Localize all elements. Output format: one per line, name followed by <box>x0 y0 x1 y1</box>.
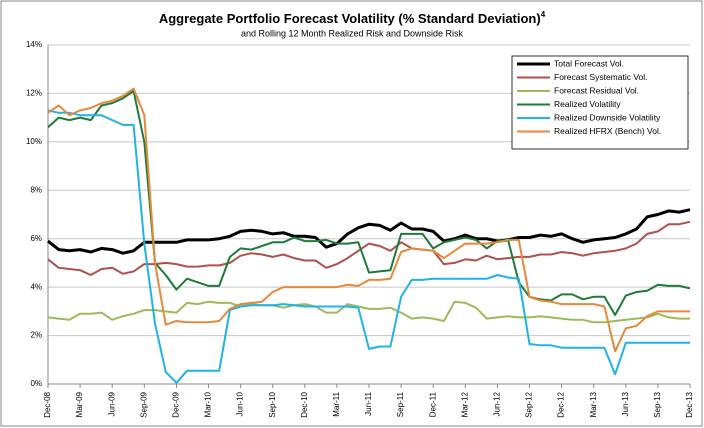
x-tick-label: Jun-13 <box>621 391 630 416</box>
x-tick-label: Mar-09 <box>75 391 84 417</box>
y-tick-label: 4% <box>30 282 42 291</box>
legend-label: Realized Downside Volatility <box>554 112 661 122</box>
legend-label: Realized HFRX (Bench) Vol. <box>554 126 661 136</box>
series-line <box>47 109 690 384</box>
y-tick-label: 12% <box>26 89 42 98</box>
legend-label: Forecast Systematic Vol. <box>554 72 648 82</box>
x-tick-label: Dec-09 <box>172 391 181 417</box>
x-tick-label: Dec-11 <box>428 391 437 417</box>
series-line <box>47 87 690 353</box>
y-tick-label: 10% <box>26 137 42 146</box>
title-text: Aggregate Portfolio Forecast Volatility … <box>159 11 541 26</box>
x-tick-label: Jun-09 <box>107 391 116 416</box>
x-tick-label: Sep-10 <box>268 391 277 417</box>
legend-label: Realized Volatility <box>554 99 621 109</box>
y-tick-label: 2% <box>30 331 42 340</box>
y-tick-label: 14% <box>26 40 42 49</box>
x-tick-label: Dec-13 <box>685 391 694 417</box>
legend-box <box>511 55 689 150</box>
x-tick-label: Mar-11 <box>332 391 341 416</box>
x-tick-label: Dec-12 <box>557 391 566 417</box>
x-tick-label: Dec-08 <box>43 391 52 417</box>
y-tick-label: 0% <box>30 379 42 388</box>
x-tick-label: Sep-13 <box>653 391 662 417</box>
x-tick-label: Mar-13 <box>589 391 598 417</box>
series-line <box>47 300 690 324</box>
x-tick-label: Mar-10 <box>204 391 213 417</box>
legend-label: Forecast Residual Vol. <box>554 85 639 95</box>
x-tick-label: Jun-12 <box>493 391 502 416</box>
x-tick-label: Sep-11 <box>396 391 405 417</box>
x-tick-label: Jun-10 <box>236 391 245 416</box>
title-superscript: 4 <box>541 10 546 19</box>
y-tick-label: 8% <box>30 185 42 194</box>
chart-title: Aggregate Portfolio Forecast Volatility … <box>159 10 546 26</box>
series-line <box>47 208 691 255</box>
x-tick-label: Dec-10 <box>300 391 309 417</box>
x-tick-label: Jun-11 <box>364 391 373 415</box>
x-tick-label: Sep-12 <box>525 391 534 417</box>
x-tick-label: Mar-12 <box>460 391 469 417</box>
chart-subtitle: and Rolling 12 Month Realized Risk and D… <box>241 28 464 38</box>
x-tick-label: Sep-09 <box>139 391 148 417</box>
y-tick-label: 6% <box>30 234 42 243</box>
legend-label: Total Forecast Vol. <box>554 58 624 68</box>
